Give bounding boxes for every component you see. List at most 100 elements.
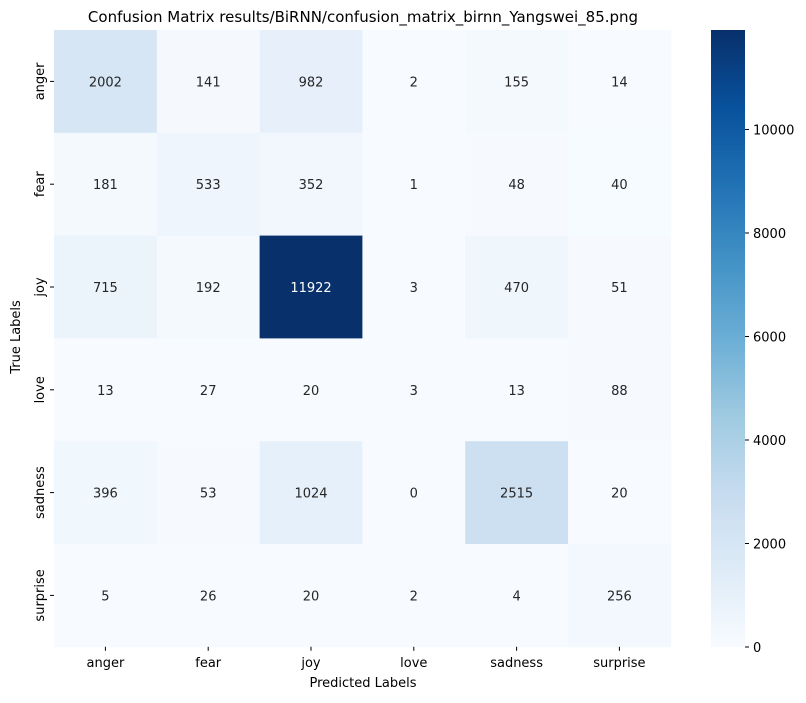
- x-tick-label: fear: [195, 656, 222, 671]
- heatmap-cell: [362, 441, 466, 545]
- heatmap-cell: [465, 235, 569, 339]
- heatmap-cell: [259, 338, 363, 442]
- cell-value-label: 141: [196, 75, 221, 90]
- cell-value-label: 2515: [500, 487, 533, 502]
- cell-value-label: 13: [508, 384, 525, 399]
- cell-value-label: 1: [410, 178, 418, 193]
- heatmap-cell: [362, 132, 466, 237]
- cell-value-label: 352: [299, 178, 324, 193]
- x-axis-label: Predicted Labels: [309, 676, 416, 691]
- cell-value-label: 88: [611, 384, 628, 399]
- cell-value-label: 3: [410, 281, 418, 296]
- cell-value-label: 192: [196, 281, 221, 296]
- heatmap-cell: [54, 441, 158, 545]
- cell-value-label: 1024: [294, 487, 327, 502]
- cell-value-label: 533: [196, 178, 221, 193]
- heatmap-cells: [54, 30, 672, 648]
- colorbar-tick-label: 10000: [753, 123, 794, 138]
- cell-value-label: 4: [512, 589, 520, 604]
- cell-value-label: 396: [93, 487, 118, 502]
- colorbar-tick-label: 2000: [753, 537, 786, 552]
- heatmap-cell: [465, 30, 569, 134]
- heatmap-cell: [465, 338, 569, 442]
- cell-value-label: 26: [200, 589, 217, 604]
- heatmap-cell: [568, 338, 672, 442]
- cell-value-label: 27: [200, 384, 217, 399]
- heatmap-cell: [362, 544, 466, 648]
- colorbar-tick-label: 0: [753, 641, 761, 656]
- y-tick-label: joy: [33, 277, 48, 298]
- cell-value-label: 181: [93, 178, 118, 193]
- heatmap-cell: [156, 30, 261, 134]
- cell-value-label: 13: [97, 384, 114, 399]
- heatmap-cell: [259, 30, 363, 134]
- cell-value-label: 51: [611, 281, 628, 296]
- cell-value-label: 982: [299, 75, 324, 90]
- heatmap-cell: [156, 441, 261, 545]
- heatmap-cell: [54, 30, 158, 134]
- cell-value-label: 256: [607, 589, 632, 604]
- heatmap-cell: [156, 338, 261, 442]
- heatmap-cell: [259, 544, 363, 648]
- heatmap-cell: [362, 30, 466, 134]
- cell-value-label: 20: [303, 589, 320, 604]
- heatmap-cell: [259, 132, 363, 237]
- y-tick-label: anger: [33, 62, 48, 100]
- y-tick-label: surprise: [33, 569, 48, 621]
- y-axis-ticks: anger fear joy love sadness surprise: [33, 62, 54, 622]
- heatmap-cell: [156, 132, 261, 237]
- cell-value-label: 20: [303, 384, 320, 399]
- y-tick-label: sadness: [33, 466, 48, 519]
- heatmap-cell: [465, 544, 569, 648]
- cell-value-label: 53: [200, 487, 217, 502]
- y-axis-label: True Labels: [9, 300, 24, 375]
- cell-value-label: 20: [611, 487, 628, 502]
- cell-value-label: 11922: [290, 281, 331, 296]
- cell-value-label: 715: [93, 281, 118, 296]
- heatmap-cell: [362, 338, 466, 442]
- x-axis-ticks: anger fear joy love sadness surprise: [86, 646, 646, 671]
- heatmap-cell: [54, 544, 158, 648]
- heatmap-cell: [465, 132, 569, 237]
- cell-value-label: 48: [508, 178, 525, 193]
- cell-value-label: 14: [611, 75, 628, 90]
- cell-value-label: 3: [410, 384, 418, 399]
- cell-value-label: 40: [611, 178, 628, 193]
- colorbar-ticks: 0 2000 4000 6000 8000 10000: [745, 123, 794, 656]
- x-tick-label: anger: [86, 656, 124, 671]
- x-tick-label: love: [400, 656, 427, 671]
- cell-value-label: 155: [504, 75, 529, 90]
- heatmap-cell: [465, 441, 569, 545]
- chart-title: Confusion Matrix results/BiRNN/confusion…: [88, 8, 638, 27]
- cell-value-label: 2002: [89, 75, 122, 90]
- x-tick-label: surprise: [593, 656, 645, 671]
- heatmap-cell: [156, 235, 261, 339]
- colorbar: [711, 30, 745, 647]
- heatmap-cell: [54, 132, 158, 237]
- colorbar-tick-label: 8000: [753, 227, 786, 242]
- y-tick-label: love: [33, 376, 48, 403]
- heatmap-cell: [54, 338, 158, 442]
- x-tick-label: sadness: [490, 656, 543, 671]
- heatmap-cell: [568, 132, 672, 237]
- heatmap-cell: [259, 235, 363, 339]
- cell-value-label: 0: [410, 487, 418, 502]
- heatmap-cell: [568, 30, 672, 134]
- heatmap-cell: [568, 544, 672, 648]
- heatmap-cell: [156, 544, 261, 648]
- y-tick-label: fear: [33, 171, 48, 198]
- cell-value-label: 2: [410, 589, 418, 604]
- heatmap-cell: [362, 235, 466, 339]
- cell-value-label: 5: [101, 589, 109, 604]
- heatmap-cell: [259, 441, 363, 545]
- heatmap-cell: [54, 235, 158, 339]
- cell-value-label: 470: [504, 281, 529, 296]
- heatmap-cell: [568, 235, 672, 339]
- colorbar-tick-label: 4000: [753, 434, 786, 449]
- heatmap-cell: [568, 441, 672, 545]
- colorbar-tick-label: 6000: [753, 330, 786, 345]
- x-tick-label: joy: [300, 656, 321, 671]
